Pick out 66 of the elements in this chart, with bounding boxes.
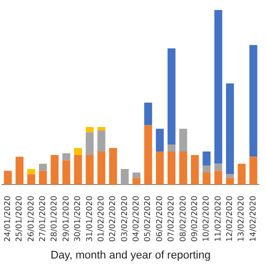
x-tick-label: 27/01/2020 — [38, 196, 47, 242]
bar — [97, 127, 106, 131]
bar — [120, 168, 129, 185]
bar — [97, 130, 106, 152]
x-tick-label: 04/02/2020 — [132, 196, 141, 242]
bar — [202, 172, 211, 185]
bar — [179, 128, 188, 152]
x-tick-label: 13/02/2020 — [236, 196, 246, 242]
x-tick-label: 08/02/2020 — [178, 196, 188, 242]
bar — [50, 154, 59, 185]
bar — [214, 170, 222, 185]
bar — [86, 132, 94, 155]
x-tick-label: 12/02/2020 — [225, 196, 234, 242]
bar — [16, 156, 24, 185]
bar — [249, 44, 258, 157]
bar — [238, 164, 246, 185]
bar — [62, 160, 70, 185]
bar — [214, 164, 222, 171]
x-tick-label: 03/02/2020 — [120, 196, 129, 242]
bar — [74, 148, 82, 155]
x-tick-label: 28/01/2020 — [50, 196, 59, 242]
bar — [226, 174, 234, 178]
x-tick-label: 05/02/2020 — [143, 196, 152, 242]
bar — [226, 83, 234, 174]
x-tick-label: 26/01/2020 — [26, 196, 36, 242]
x-tick-label: 11/02/2020 — [213, 196, 222, 242]
bar — [190, 154, 199, 185]
bar — [38, 170, 47, 185]
bar — [97, 152, 106, 185]
bar — [109, 148, 118, 185]
bar — [168, 152, 176, 185]
bar — [156, 128, 164, 152]
bar — [27, 174, 36, 185]
bar — [179, 152, 188, 185]
x-tick-label: 09/02/2020 — [190, 196, 199, 242]
bar — [86, 154, 94, 185]
x-tick-label: 25/01/2020 — [14, 196, 24, 242]
bar — [156, 152, 164, 185]
bar — [144, 102, 152, 126]
x-axis-title: Day, month and year of reporting — [50, 249, 211, 262]
bar — [132, 172, 140, 178]
bar — [74, 154, 82, 185]
x-tick-label: 02/02/2020 — [108, 196, 118, 242]
bar — [168, 144, 176, 152]
bar — [132, 178, 140, 185]
x-tick-label: 31/01/2020 — [84, 196, 94, 242]
bar — [144, 125, 152, 185]
x-tick-label: 07/02/2020 — [166, 196, 176, 242]
bar — [27, 168, 36, 174]
bar — [202, 165, 211, 172]
bar — [38, 164, 47, 171]
x-tick-label: 24/01/2020 — [2, 196, 12, 242]
bar — [202, 152, 211, 166]
x-tick-label: 10/02/2020 — [202, 196, 211, 242]
bar — [168, 48, 176, 145]
bar — [249, 156, 258, 185]
bar — [4, 170, 12, 185]
bar — [62, 153, 70, 160]
x-tick-label: 14/02/2020 — [248, 196, 258, 242]
x-tick-label: 06/02/2020 — [154, 196, 164, 242]
x-tick-label: 01/02/2020 — [96, 196, 106, 242]
bar — [226, 178, 234, 185]
x-tick-label: 30/01/2020 — [73, 196, 82, 242]
x-tick-label: 29/01/2020 — [61, 196, 70, 242]
bar — [214, 10, 222, 164]
bar — [86, 127, 94, 132]
